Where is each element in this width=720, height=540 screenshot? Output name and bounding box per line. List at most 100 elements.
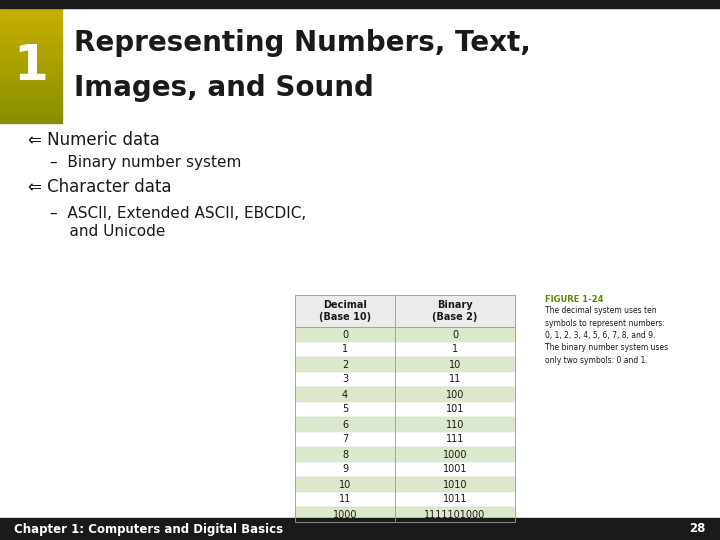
Bar: [0, 40, 62, 41]
Bar: [0, 113, 62, 114]
Text: –  ASCII, Extended ASCII, EBCDIC,: – ASCII, Extended ASCII, EBCDIC,: [50, 206, 306, 220]
Bar: [0, 46, 62, 47]
Bar: [0, 120, 62, 121]
Bar: [295, 477, 515, 492]
Bar: [0, 72, 62, 73]
Bar: [0, 22, 62, 23]
Bar: [295, 295, 515, 327]
Text: 9: 9: [342, 464, 348, 475]
Bar: [0, 68, 62, 69]
Bar: [0, 55, 62, 56]
Bar: [0, 43, 62, 44]
Bar: [0, 39, 62, 40]
Bar: [295, 327, 515, 342]
Bar: [0, 14, 62, 15]
Bar: [295, 295, 515, 522]
Bar: [0, 90, 62, 91]
Text: Decimal
(Base 10): Decimal (Base 10): [319, 300, 371, 322]
Bar: [0, 31, 62, 32]
Bar: [0, 49, 62, 50]
Text: 5: 5: [342, 404, 348, 415]
Bar: [0, 34, 62, 35]
Text: Binary
(Base 2): Binary (Base 2): [432, 300, 477, 322]
Bar: [0, 36, 62, 37]
Text: Chapter 1: Computers and Digital Basics: Chapter 1: Computers and Digital Basics: [14, 523, 283, 536]
Text: 11: 11: [449, 375, 461, 384]
Bar: [0, 76, 62, 77]
Bar: [0, 50, 62, 51]
Text: 101: 101: [446, 404, 464, 415]
Bar: [295, 342, 515, 357]
Text: 10: 10: [449, 360, 461, 369]
Bar: [0, 77, 62, 78]
Bar: [0, 87, 62, 88]
Bar: [0, 54, 62, 55]
Text: FIGURE 1-24: FIGURE 1-24: [545, 295, 603, 304]
Text: 2: 2: [342, 360, 348, 369]
Bar: [0, 24, 62, 25]
Text: 7: 7: [342, 435, 348, 444]
Bar: [0, 108, 62, 109]
Text: 1011: 1011: [443, 495, 467, 504]
Bar: [295, 492, 515, 507]
Bar: [0, 10, 62, 11]
Bar: [0, 28, 62, 29]
Text: 1000: 1000: [333, 510, 357, 519]
Text: 1: 1: [342, 345, 348, 354]
Bar: [0, 71, 62, 72]
Bar: [0, 53, 62, 54]
Bar: [0, 12, 62, 13]
Bar: [295, 402, 515, 417]
Bar: [0, 97, 62, 98]
Text: The decimal system uses ten
symbols to represent numbers:
0, 1, 2, 3, 4, 5, 6, 7: The decimal system uses ten symbols to r…: [545, 306, 668, 365]
Bar: [0, 41, 62, 42]
Bar: [0, 33, 62, 34]
Bar: [0, 47, 62, 48]
Text: 28: 28: [690, 523, 706, 536]
Text: 1: 1: [14, 42, 48, 90]
Text: 0: 0: [452, 329, 458, 340]
Bar: [0, 38, 62, 39]
Bar: [0, 19, 62, 20]
Bar: [0, 83, 62, 84]
Bar: [0, 48, 62, 49]
Bar: [0, 88, 62, 89]
Bar: [0, 85, 62, 86]
Bar: [0, 122, 62, 123]
Bar: [0, 51, 62, 52]
Bar: [0, 65, 62, 66]
Bar: [0, 69, 62, 70]
Bar: [0, 59, 62, 60]
Bar: [0, 103, 62, 104]
Bar: [0, 82, 62, 83]
Bar: [0, 91, 62, 92]
Bar: [0, 112, 62, 113]
Text: 4: 4: [342, 389, 348, 400]
Bar: [0, 92, 62, 93]
Bar: [295, 387, 515, 402]
Bar: [0, 37, 62, 38]
Bar: [0, 27, 62, 28]
Bar: [295, 462, 515, 477]
Bar: [0, 45, 62, 46]
Bar: [0, 21, 62, 22]
Bar: [0, 80, 62, 81]
Bar: [0, 81, 62, 82]
Bar: [0, 18, 62, 19]
Bar: [0, 114, 62, 115]
Bar: [0, 121, 62, 122]
Bar: [0, 102, 62, 103]
Bar: [0, 93, 62, 94]
Text: Representing Numbers, Text,: Representing Numbers, Text,: [74, 29, 531, 57]
Bar: [0, 79, 62, 80]
Text: 1010: 1010: [443, 480, 467, 489]
Bar: [0, 78, 62, 79]
Bar: [0, 95, 62, 96]
Text: 111: 111: [446, 435, 464, 444]
Bar: [0, 94, 62, 95]
Bar: [0, 98, 62, 99]
Bar: [0, 99, 62, 100]
Bar: [0, 23, 62, 24]
Bar: [0, 29, 62, 30]
Bar: [0, 25, 62, 26]
